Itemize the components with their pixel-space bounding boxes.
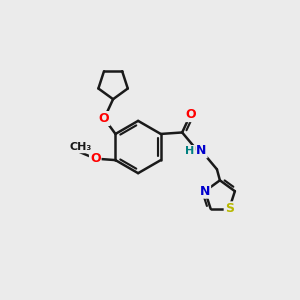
- Text: H: H: [185, 146, 194, 156]
- Text: N: N: [196, 144, 207, 158]
- Text: O: O: [185, 108, 196, 121]
- Text: S: S: [225, 202, 234, 215]
- Text: CH₃: CH₃: [69, 142, 92, 152]
- Text: O: O: [99, 112, 110, 125]
- Text: N: N: [200, 185, 210, 198]
- Text: O: O: [90, 152, 101, 165]
